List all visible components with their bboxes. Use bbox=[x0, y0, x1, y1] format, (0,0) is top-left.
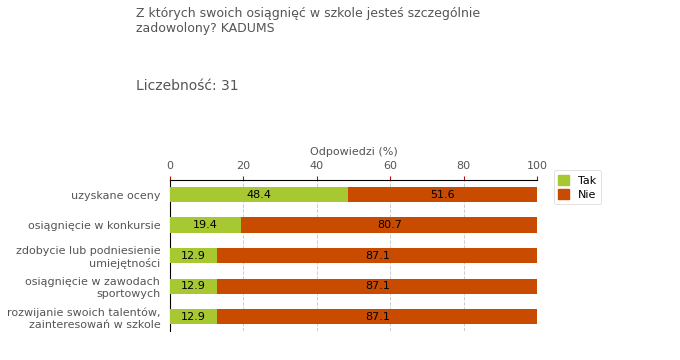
Text: 80.7: 80.7 bbox=[377, 220, 402, 230]
Text: 19.4: 19.4 bbox=[193, 220, 218, 230]
Bar bbox=[170, 217, 241, 233]
Text: 12.9: 12.9 bbox=[182, 312, 206, 322]
Text: 12.9: 12.9 bbox=[182, 251, 206, 261]
Text: Liczebność: 31: Liczebność: 31 bbox=[136, 79, 239, 93]
Text: 87.1: 87.1 bbox=[365, 281, 390, 291]
Text: 87.1: 87.1 bbox=[365, 251, 390, 261]
Bar bbox=[218, 279, 537, 294]
Bar bbox=[347, 187, 537, 202]
Bar bbox=[170, 248, 218, 263]
Text: Z których swoich osiągnięć w szkole jesteś szczególnie
zadowolony? KADUMS: Z których swoich osiągnięć w szkole jest… bbox=[136, 7, 480, 35]
Bar bbox=[218, 309, 537, 324]
Text: 48.4: 48.4 bbox=[246, 189, 271, 199]
Text: 87.1: 87.1 bbox=[365, 312, 390, 322]
Bar bbox=[170, 279, 218, 294]
Bar bbox=[218, 248, 537, 263]
Text: 51.6: 51.6 bbox=[430, 189, 455, 199]
X-axis label: Odpowiedzi (%): Odpowiedzi (%) bbox=[309, 147, 398, 157]
Bar bbox=[170, 187, 347, 202]
Text: 12.9: 12.9 bbox=[182, 281, 206, 291]
Bar bbox=[170, 309, 218, 324]
Bar bbox=[241, 217, 538, 233]
Legend: Tak, Nie: Tak, Nie bbox=[554, 170, 601, 204]
